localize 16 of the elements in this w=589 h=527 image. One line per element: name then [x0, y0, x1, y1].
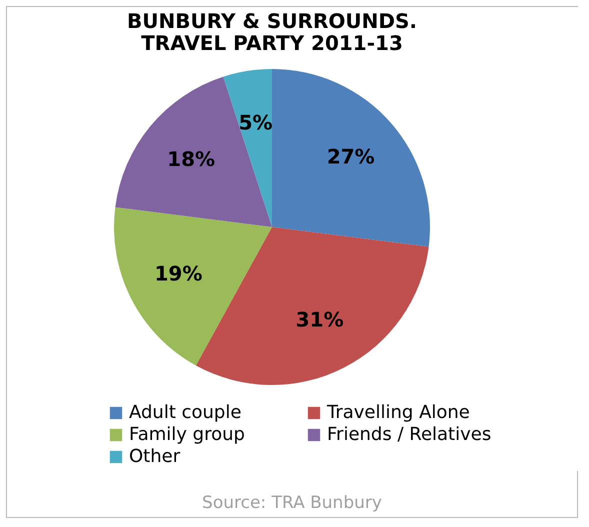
legend-label: Other [129, 446, 181, 467]
data-label: 27% [326, 144, 375, 169]
data-label: 5% [238, 110, 273, 134]
data-label: 18% [167, 147, 216, 172]
pie-slice [114, 207, 272, 366]
data-label: 31% [296, 308, 344, 332]
pie-slice [223, 69, 272, 227]
pie-slice [272, 69, 430, 247]
legend-label: Travelling Alone [326, 402, 470, 423]
legend-label: Family group [129, 424, 245, 445]
data-label: 19% [154, 262, 202, 286]
source-note: Source: TRA Bunbury [201, 493, 383, 513]
legend-label: Adult couple [129, 402, 242, 423]
pie-slice [115, 76, 272, 227]
chart-title: BUNBURY & SURROUNDS. TRAVEL PARTY 2011-13 [127, 9, 417, 55]
legend-label: Friends / Relatives [327, 424, 492, 445]
